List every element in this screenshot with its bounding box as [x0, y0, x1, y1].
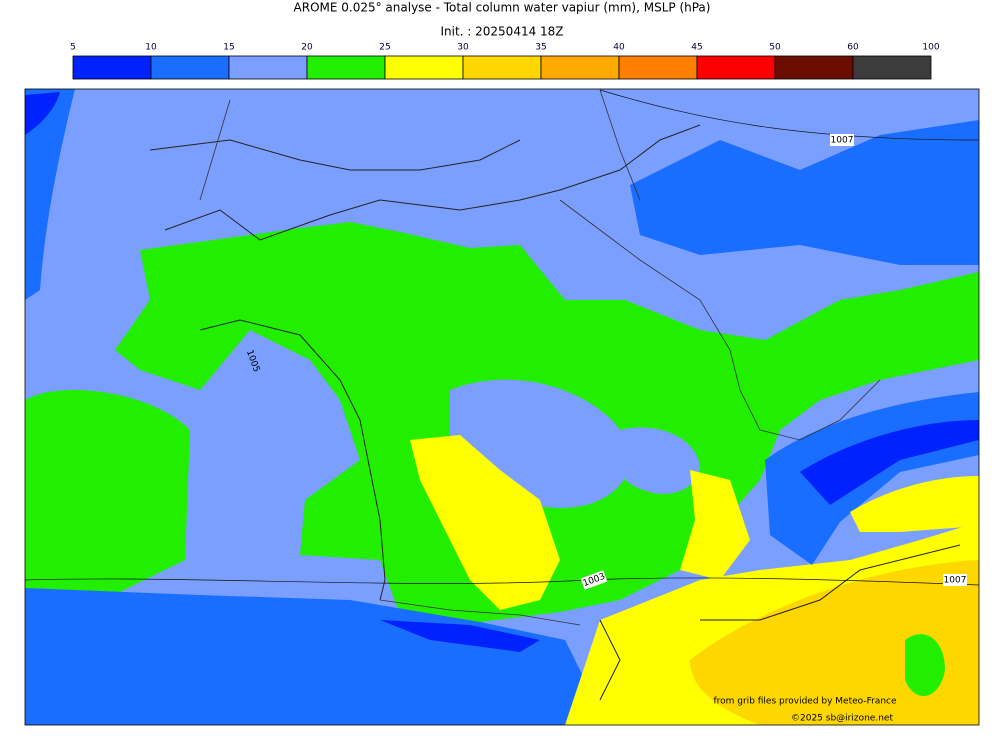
label-bg — [943, 574, 967, 586]
field — [630, 120, 979, 265]
colorbar-tick-label: 40 — [613, 43, 625, 53]
colorbar-tick-label: 45 — [691, 43, 702, 53]
isobar — [25, 89, 979, 586]
credit: ©2025 sb@irizone.net — [791, 714, 893, 724]
isobar-label: 1007 — [944, 576, 967, 586]
coastline — [149, 124, 961, 701]
colorbar-segment — [852, 55, 932, 80]
colorbar-segment — [72, 55, 152, 80]
colorbar-tick-label: 50 — [769, 43, 781, 53]
field — [905, 634, 945, 697]
colorbar-tick-label: 35 — [535, 43, 546, 53]
colorbar-tick-label: 30 — [457, 43, 469, 53]
colorbar: 5 10 15 20 25 30 35 40 45 50 60 100 — [70, 43, 940, 80]
field — [25, 92, 60, 135]
field — [25, 588, 605, 725]
credit: from grib files provided by Meteo-France — [713, 697, 896, 707]
field — [380, 620, 540, 652]
border — [199, 89, 881, 626]
label-bg — [580, 570, 608, 590]
colorbar-tick-label: 25 — [379, 43, 390, 53]
field — [25, 89, 75, 300]
colorbar-segment — [462, 55, 542, 80]
field — [680, 470, 750, 580]
colorbar-segment — [306, 55, 386, 80]
colorbar-segment — [384, 55, 464, 80]
colorbar-tick-label: 100 — [922, 43, 939, 53]
isobar-label: 1007 — [831, 136, 854, 146]
colorbar-tick-label: 60 — [847, 43, 859, 53]
colorbar-segment — [618, 55, 698, 80]
label-bg — [830, 134, 854, 146]
colorbar-tick-label: 10 — [145, 43, 157, 53]
colorbar-tick-label: 5 — [70, 43, 76, 53]
colorbar-tick-label: 15 — [223, 43, 234, 53]
map-frame — [24, 88, 980, 726]
colorbar-segment — [696, 55, 776, 80]
colorbar-segment — [228, 55, 308, 80]
field — [800, 420, 979, 505]
colorbar-segment — [774, 55, 854, 80]
colorbar-tick-label: 20 — [301, 43, 313, 53]
map — [25, 89, 979, 725]
field — [410, 435, 560, 610]
field — [620, 427, 700, 494]
colorbar-segment — [540, 55, 620, 80]
field — [25, 390, 190, 592]
init-time: Init. : 20250414 18Z — [440, 25, 563, 39]
title: AROME 0.025° analyse - Total column wate… — [294, 1, 711, 15]
field — [850, 476, 979, 532]
colorbar-segment — [150, 55, 230, 80]
